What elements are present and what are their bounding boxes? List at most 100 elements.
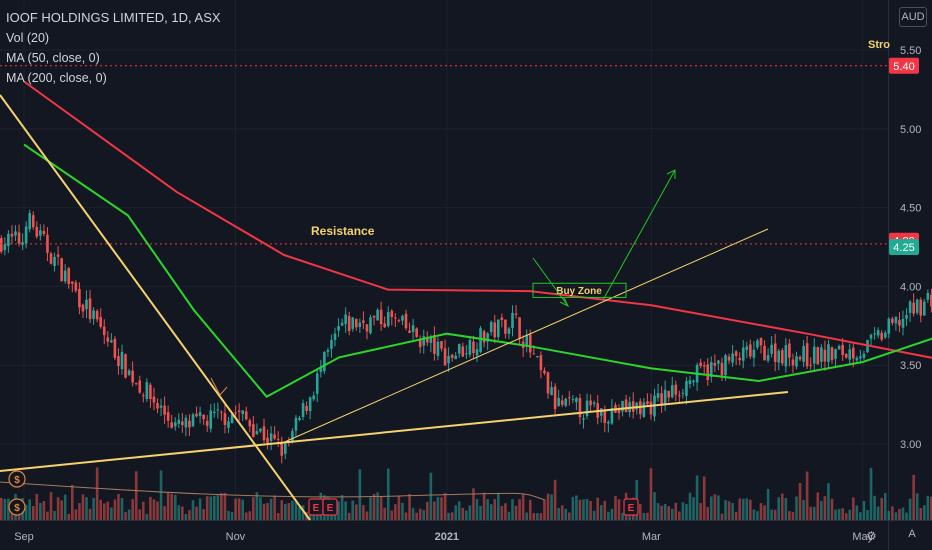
candle-body [809,364,812,366]
candle-body [649,401,653,415]
volume-bar [110,507,113,520]
candle-body [252,424,255,437]
volume-bar [820,500,823,520]
breakout-arrow [602,169,676,301]
price-tick-label: 4.50 [900,203,921,215]
candle-body [315,373,319,394]
candle-body [39,230,42,236]
volume-bar [422,510,426,520]
candle-body [642,402,646,417]
candle-body [7,233,10,247]
volume-bar [852,497,855,520]
volume-bar [198,498,202,520]
volume-bar [894,512,898,520]
volume-bar [223,492,227,520]
candle-body [852,347,855,359]
volume-bar [131,499,134,520]
candle-body [681,392,685,394]
volume-bar [798,482,802,520]
candle-body [298,417,301,420]
candle-body [120,351,124,370]
volume-bar [457,501,461,520]
candle-body [905,314,908,319]
candle-body [784,345,788,367]
earnings-marker-label: E [313,503,320,514]
candle-body [74,282,78,291]
volume-bar [39,502,42,520]
volume-bar [564,508,568,520]
price-tick-label: 4.00 [900,281,921,293]
candle-body [763,345,766,361]
candle-body [35,227,39,237]
volume-bar [514,505,518,520]
candle-body [195,413,198,417]
volume-bar [589,501,592,520]
candle-body [848,349,852,360]
candle-body [95,310,99,320]
candle-body [49,253,53,264]
volume-bar [724,500,727,520]
candle-body [766,355,770,361]
volume-bar [585,498,589,520]
candle-body [351,317,355,329]
volume-bar [35,494,39,520]
candle-body [912,302,915,314]
candle-body [543,370,546,374]
volume-bar [10,511,14,520]
candle-body [546,372,550,394]
candle-body [834,349,837,359]
candle-body [685,381,688,396]
candle-body [717,360,720,364]
volume-bar [298,506,301,520]
currency-button[interactable]: AUD [899,7,927,27]
volume-bar [163,506,166,520]
auto-scale-button[interactable]: A [908,528,916,540]
candle-body [362,320,365,323]
candle-body [81,304,85,312]
volume-bar [227,510,230,520]
volume-bar [617,499,621,520]
volume-bar [568,512,571,520]
volume-bar [695,475,699,520]
candle-body [124,354,127,378]
candle-body [582,418,585,420]
candle-body [901,319,905,328]
candle-body [592,402,596,404]
chart-legend: IOOF HOLDINGS LIMITED, 1D, ASX Vol (20) … [6,8,221,88]
candle-body [3,244,7,251]
volume-bar [337,501,340,520]
volume-bar [908,498,912,520]
time-tick-label: Nov [226,531,246,543]
volume-bar [440,497,443,520]
candle-body [802,345,805,362]
price-badge [889,239,919,255]
candle-body [284,443,287,454]
candle-body [227,421,230,428]
candle-body [184,417,188,428]
volume-bar [262,503,266,520]
ma50-line [23,143,932,398]
volume-bar [536,513,539,520]
volume-bar [280,500,284,520]
candle-body [266,437,269,443]
candle-body [557,398,560,407]
candle-body [42,230,46,234]
candle-body [216,409,220,411]
volume-bar [88,508,92,520]
volume-bar [390,510,394,520]
candle-body [312,395,315,400]
volume-bar [738,498,741,520]
candle-body [259,428,262,432]
candle-body [99,317,102,327]
volume-bar [386,468,390,520]
volume-bar [770,509,773,520]
volume-bar [543,499,546,520]
volume-bar [710,496,713,520]
volume-bar [92,497,95,520]
volume-bar [763,505,766,520]
candle-body [71,281,74,284]
candle-body [429,337,433,343]
volume-bar [3,498,7,520]
settings-gear-icon[interactable]: ⚙ [866,529,877,543]
